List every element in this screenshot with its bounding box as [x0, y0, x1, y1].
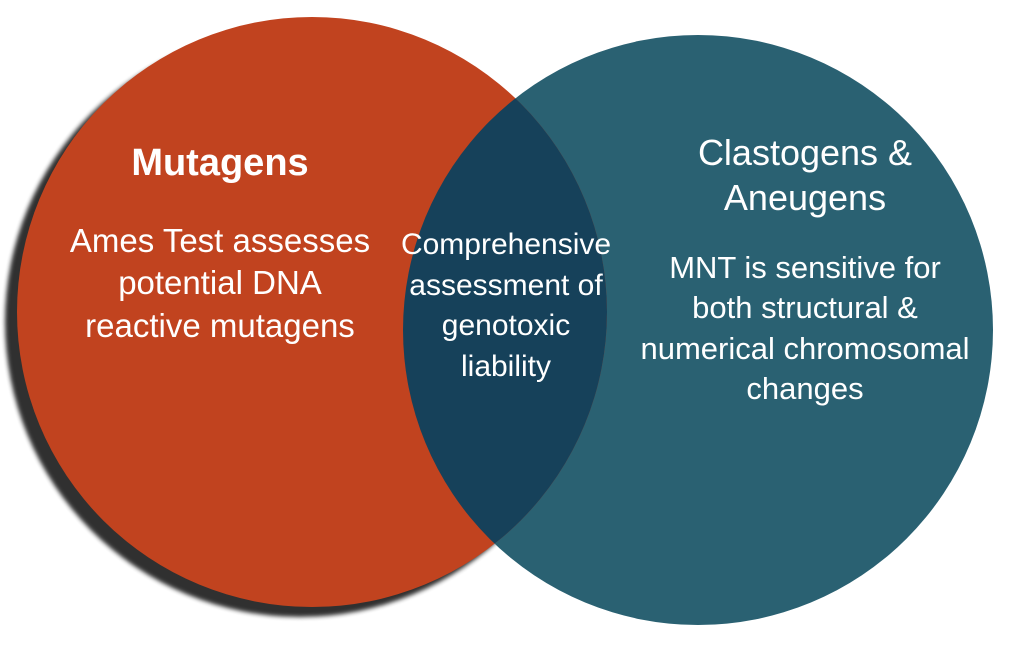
center-section: Comprehensive assessment of genotoxic li… [400, 225, 612, 387]
right-title: Clastogens & Aneugens [640, 130, 970, 220]
right-section: Clastogens & Aneugens MNT is sensitive f… [640, 130, 970, 409]
left-section: Mutagens Ames Test assesses potential DN… [60, 140, 380, 348]
left-body: Ames Test assesses potential DNA reactiv… [60, 220, 380, 349]
left-title: Mutagens [60, 140, 380, 188]
center-body: Comprehensive assessment of genotoxic li… [400, 225, 612, 387]
right-body: MNT is sensitive for both structural & n… [640, 248, 970, 409]
venn-diagram: Mutagens Ames Test assesses potential DN… [0, 0, 1024, 646]
